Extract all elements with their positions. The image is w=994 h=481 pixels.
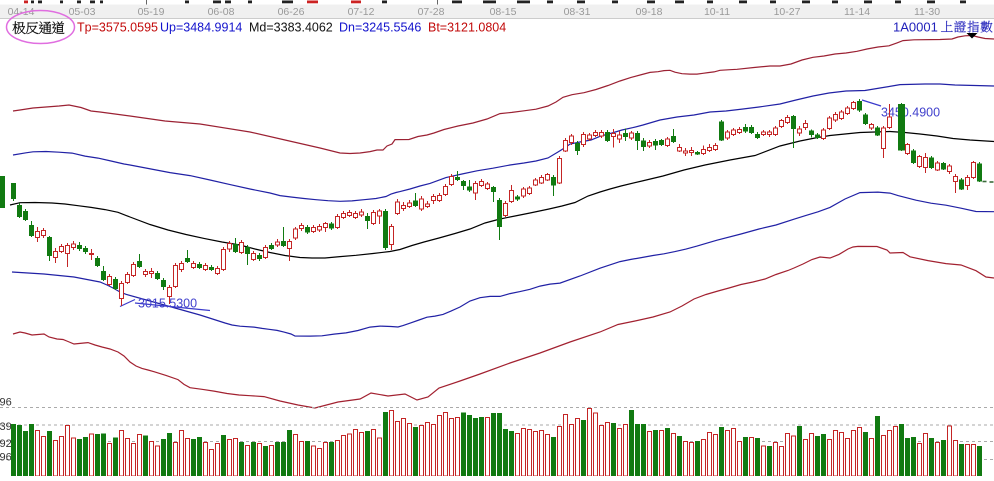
svg-text:Tp=3575.0595: Tp=3575.0595 (77, 21, 158, 35)
svg-text:11-30: 11-30 (914, 6, 940, 18)
svg-text:1A0001: 1A0001 (893, 20, 938, 35)
svg-text:39: 39 (0, 421, 12, 433)
svg-text:06-08: 06-08 (208, 6, 235, 18)
svg-text:11-14: 11-14 (844, 6, 870, 18)
svg-text:3015.5300: 3015.5300 (138, 297, 197, 311)
svg-text:10-27: 10-27 (774, 6, 801, 18)
svg-text:Bt=3121.0804: Bt=3121.0804 (428, 21, 506, 35)
svg-text:08-15: 08-15 (490, 6, 517, 18)
svg-text:10-11: 10-11 (704, 6, 730, 18)
svg-text:96: 96 (0, 397, 12, 409)
svg-text:Dn=3245.5546: Dn=3245.5546 (339, 21, 421, 35)
svg-text:08-31: 08-31 (564, 6, 591, 18)
svg-text:Up=3484.9914: Up=3484.9914 (160, 21, 242, 35)
svg-text:04-14: 04-14 (8, 6, 35, 18)
svg-text:3450.4900: 3450.4900 (881, 106, 940, 120)
svg-text:05-03: 05-03 (69, 6, 96, 18)
svg-text:09-18: 09-18 (636, 6, 663, 18)
svg-text:05-19: 05-19 (138, 6, 165, 18)
svg-text:07-28: 07-28 (418, 6, 445, 18)
svg-text:06-26: 06-26 (278, 6, 305, 18)
svg-text:07-12: 07-12 (348, 6, 375, 18)
svg-text:Md=3383.4062: Md=3383.4062 (249, 21, 333, 35)
svg-text:96: 96 (0, 452, 12, 464)
svg-text:92: 92 (0, 438, 12, 450)
